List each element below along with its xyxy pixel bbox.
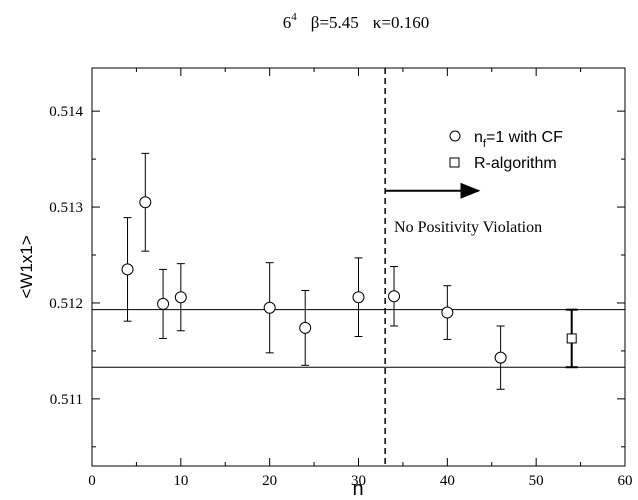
y-axis-label: <W1x1> (17, 235, 36, 298)
data-points (121, 152, 578, 390)
y-tick-label: 0.511 (50, 392, 83, 408)
data-point-circle (299, 321, 312, 334)
legend-cf-sub: f (483, 138, 487, 150)
x-tick-label: 20 (262, 473, 277, 489)
legend: nf=1 with CF R-algorithm (449, 129, 563, 172)
y-tick-label: 0.512 (49, 296, 83, 312)
data-point-circle (139, 196, 152, 209)
x-tick-label: 50 (529, 473, 544, 489)
data-point-circle (157, 297, 170, 310)
data-point-circle (494, 351, 507, 364)
data-point-circle (441, 306, 454, 319)
x-tick-label: 40 (440, 473, 455, 489)
data-point-circle (352, 291, 365, 304)
title-kappa: κ=0.160 (373, 13, 429, 32)
legend-square-marker (449, 157, 460, 168)
y-tick-label: 0.513 (49, 200, 83, 216)
title-lattice-exponent: 4 (291, 11, 297, 23)
data-point-circle (263, 301, 276, 314)
chart-title: 64 β=5.45 κ=0.160 (283, 11, 429, 32)
data-point-circle (174, 291, 187, 304)
x-tick-label: 30 (351, 473, 366, 489)
data-point-circle (388, 290, 401, 303)
legend-circle-marker (449, 130, 461, 142)
x-tick-label: 10 (173, 473, 188, 489)
legend-cf-rest: =1 with CF (486, 129, 563, 146)
legend-cf-n: n (474, 129, 483, 146)
x-axis-label: n (352, 478, 363, 500)
title-lattice: 6 (283, 13, 292, 32)
title-beta: β=5.45 (311, 13, 359, 32)
data-point-square (566, 333, 577, 344)
x-tick-label: 60 (618, 473, 633, 489)
data-point-circle (121, 263, 134, 276)
legend-label-r: R-algorithm (474, 155, 557, 172)
y-axis-ticks: 0.511 0.512 0.513 0.514 (49, 104, 625, 448)
x-tick-label: 0 (88, 473, 96, 489)
legend-label-cf: nf=1 with CF (474, 129, 563, 150)
x-axis-ticks: 0 10 20 30 40 50 60 (88, 68, 633, 489)
y-tick-label: 0.514 (49, 104, 83, 120)
annotation-text: No Positivity Violation (394, 219, 542, 236)
